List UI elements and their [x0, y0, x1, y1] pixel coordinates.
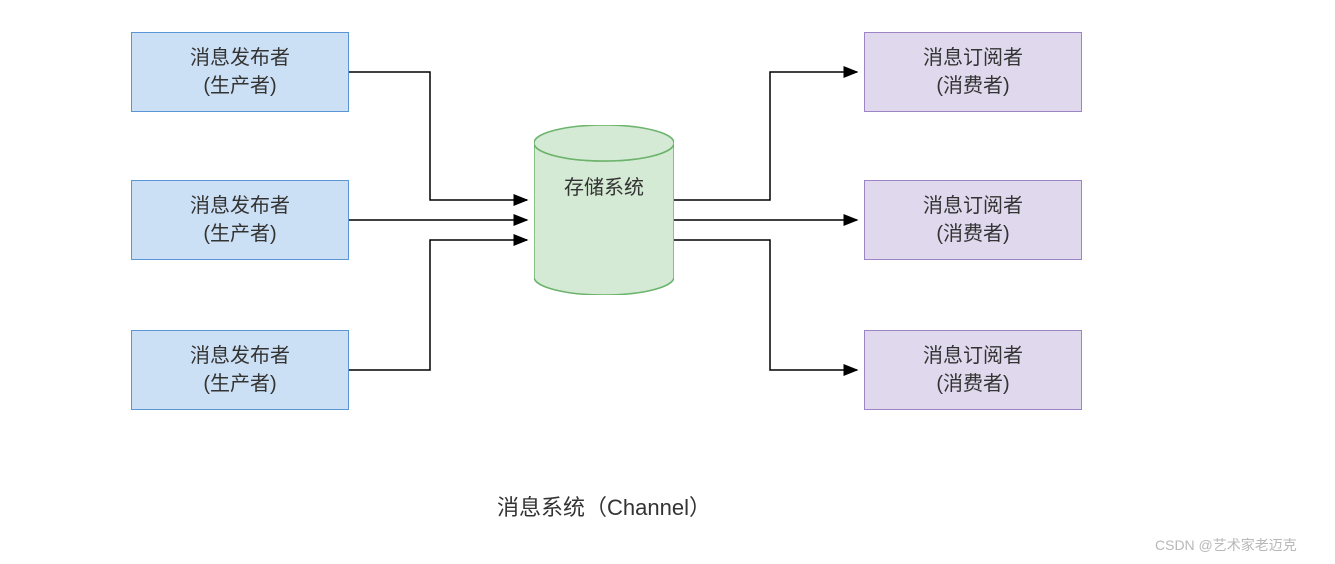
producer-line1: 消息发布者: [190, 44, 290, 72]
consumer-node-3: 消息订阅者 (消费者): [864, 330, 1082, 410]
consumer-node-2: 消息订阅者 (消费者): [864, 180, 1082, 260]
producer-line2: (生产者): [203, 220, 276, 248]
consumer-line2: (消费者): [936, 220, 1009, 248]
consumer-line2: (消费者): [936, 370, 1009, 398]
producer-node-3: 消息发布者 (生产者): [131, 330, 349, 410]
watermark-text: CSDN @艺术家老迈克: [1155, 535, 1297, 555]
consumer-node-1: 消息订阅者 (消费者): [864, 32, 1082, 112]
consumer-line2: (消费者): [936, 72, 1009, 100]
diagram-caption: 消息系统（Channel）: [497, 490, 711, 522]
consumer-line1: 消息订阅者: [923, 342, 1023, 370]
producer-line1: 消息发布者: [190, 342, 290, 370]
consumer-line1: 消息订阅者: [923, 44, 1023, 72]
cylinder-shape: [534, 125, 674, 295]
producer-line2: (生产者): [203, 370, 276, 398]
producer-line1: 消息发布者: [190, 192, 290, 220]
producer-node-1: 消息发布者 (生产者): [131, 32, 349, 112]
producer-line2: (生产者): [203, 72, 276, 100]
storage-label: 存储系统: [534, 171, 674, 200]
producer-node-2: 消息发布者 (生产者): [131, 180, 349, 260]
consumer-line1: 消息订阅者: [923, 192, 1023, 220]
message-system-diagram: 消息发布者 (生产者) 消息发布者 (生产者) 消息发布者 (生产者) 存储系统…: [0, 0, 1335, 564]
storage-cylinder: 存储系统: [534, 125, 674, 295]
